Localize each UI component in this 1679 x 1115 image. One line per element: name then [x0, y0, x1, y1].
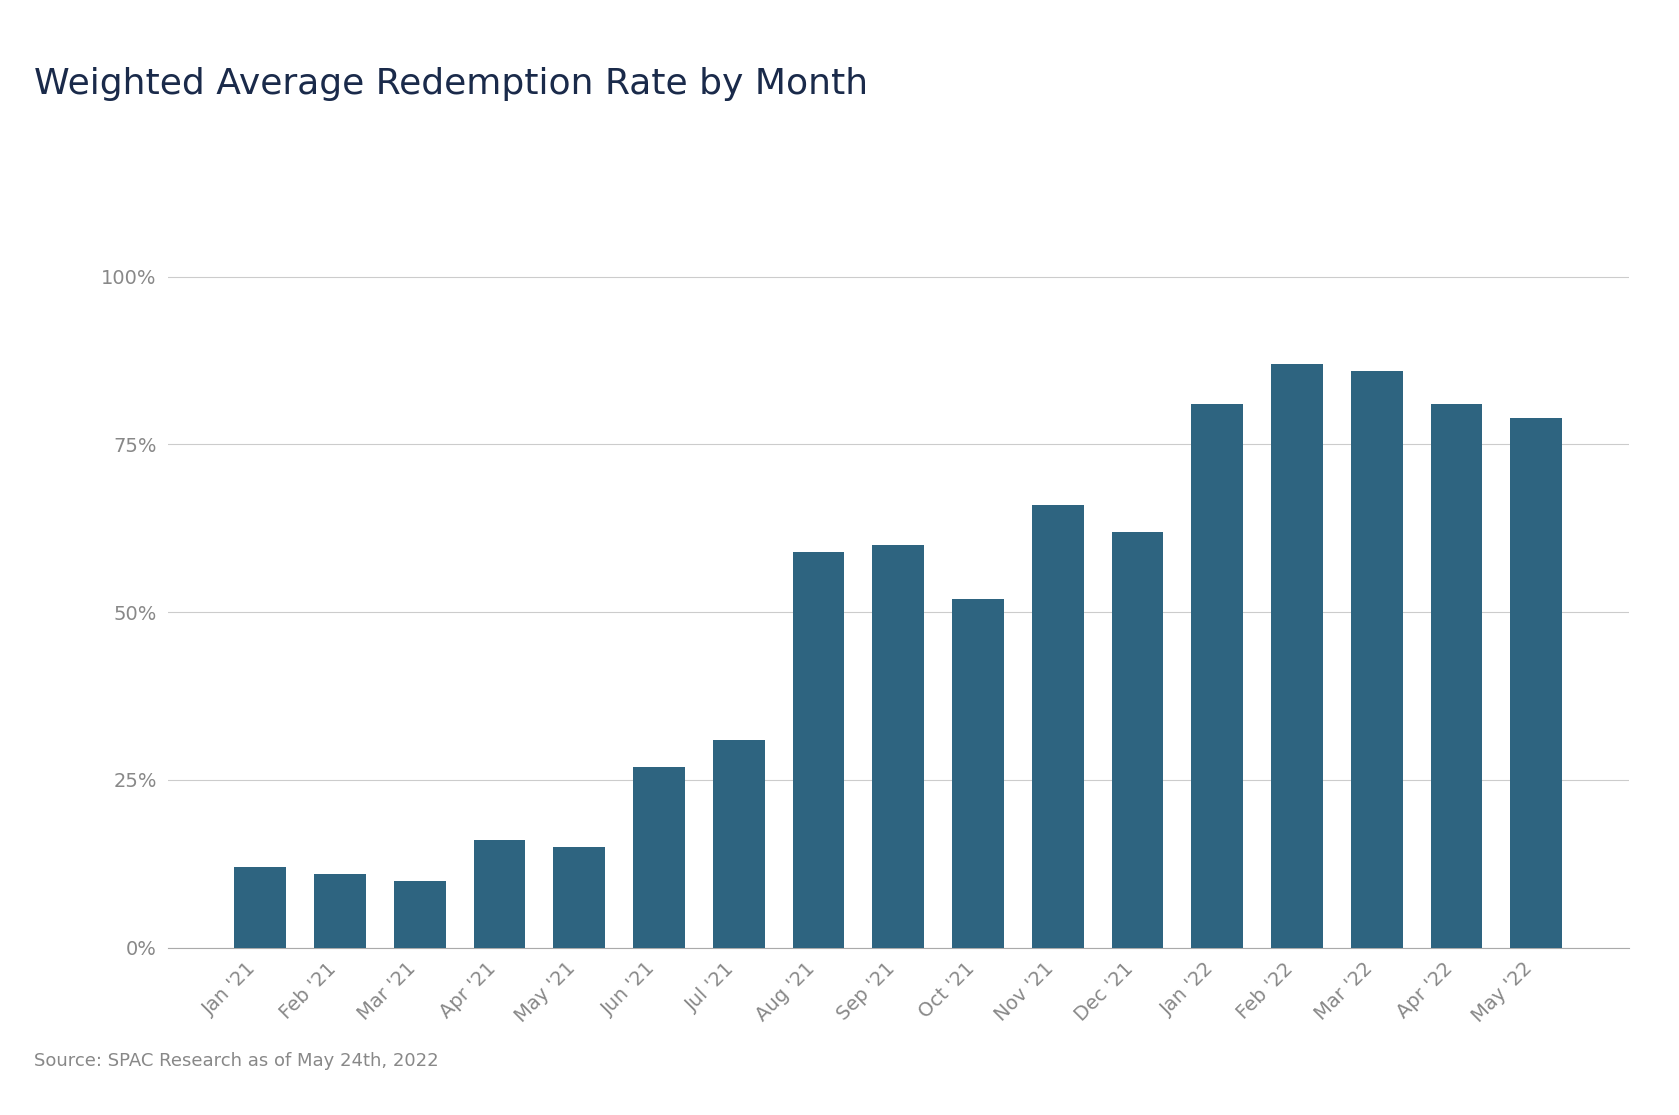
Bar — [792, 552, 845, 948]
Bar — [633, 767, 685, 948]
Bar — [1431, 405, 1483, 948]
Bar — [1033, 505, 1083, 948]
Text: Source: SPAC Research as of May 24th, 2022: Source: SPAC Research as of May 24th, 20… — [34, 1053, 438, 1070]
Text: Weighted Average Redemption Rate by Month: Weighted Average Redemption Rate by Mont… — [34, 67, 868, 100]
Bar — [554, 847, 604, 948]
Bar — [873, 545, 923, 948]
Bar — [1511, 418, 1561, 948]
Bar — [235, 867, 285, 948]
Bar — [1192, 405, 1242, 948]
Bar — [1271, 363, 1323, 948]
Bar — [714, 739, 764, 948]
Bar — [473, 841, 526, 948]
Bar — [395, 881, 445, 948]
Bar — [1352, 370, 1402, 948]
Bar — [952, 599, 1004, 948]
Bar — [1111, 532, 1164, 948]
Bar — [314, 874, 366, 948]
